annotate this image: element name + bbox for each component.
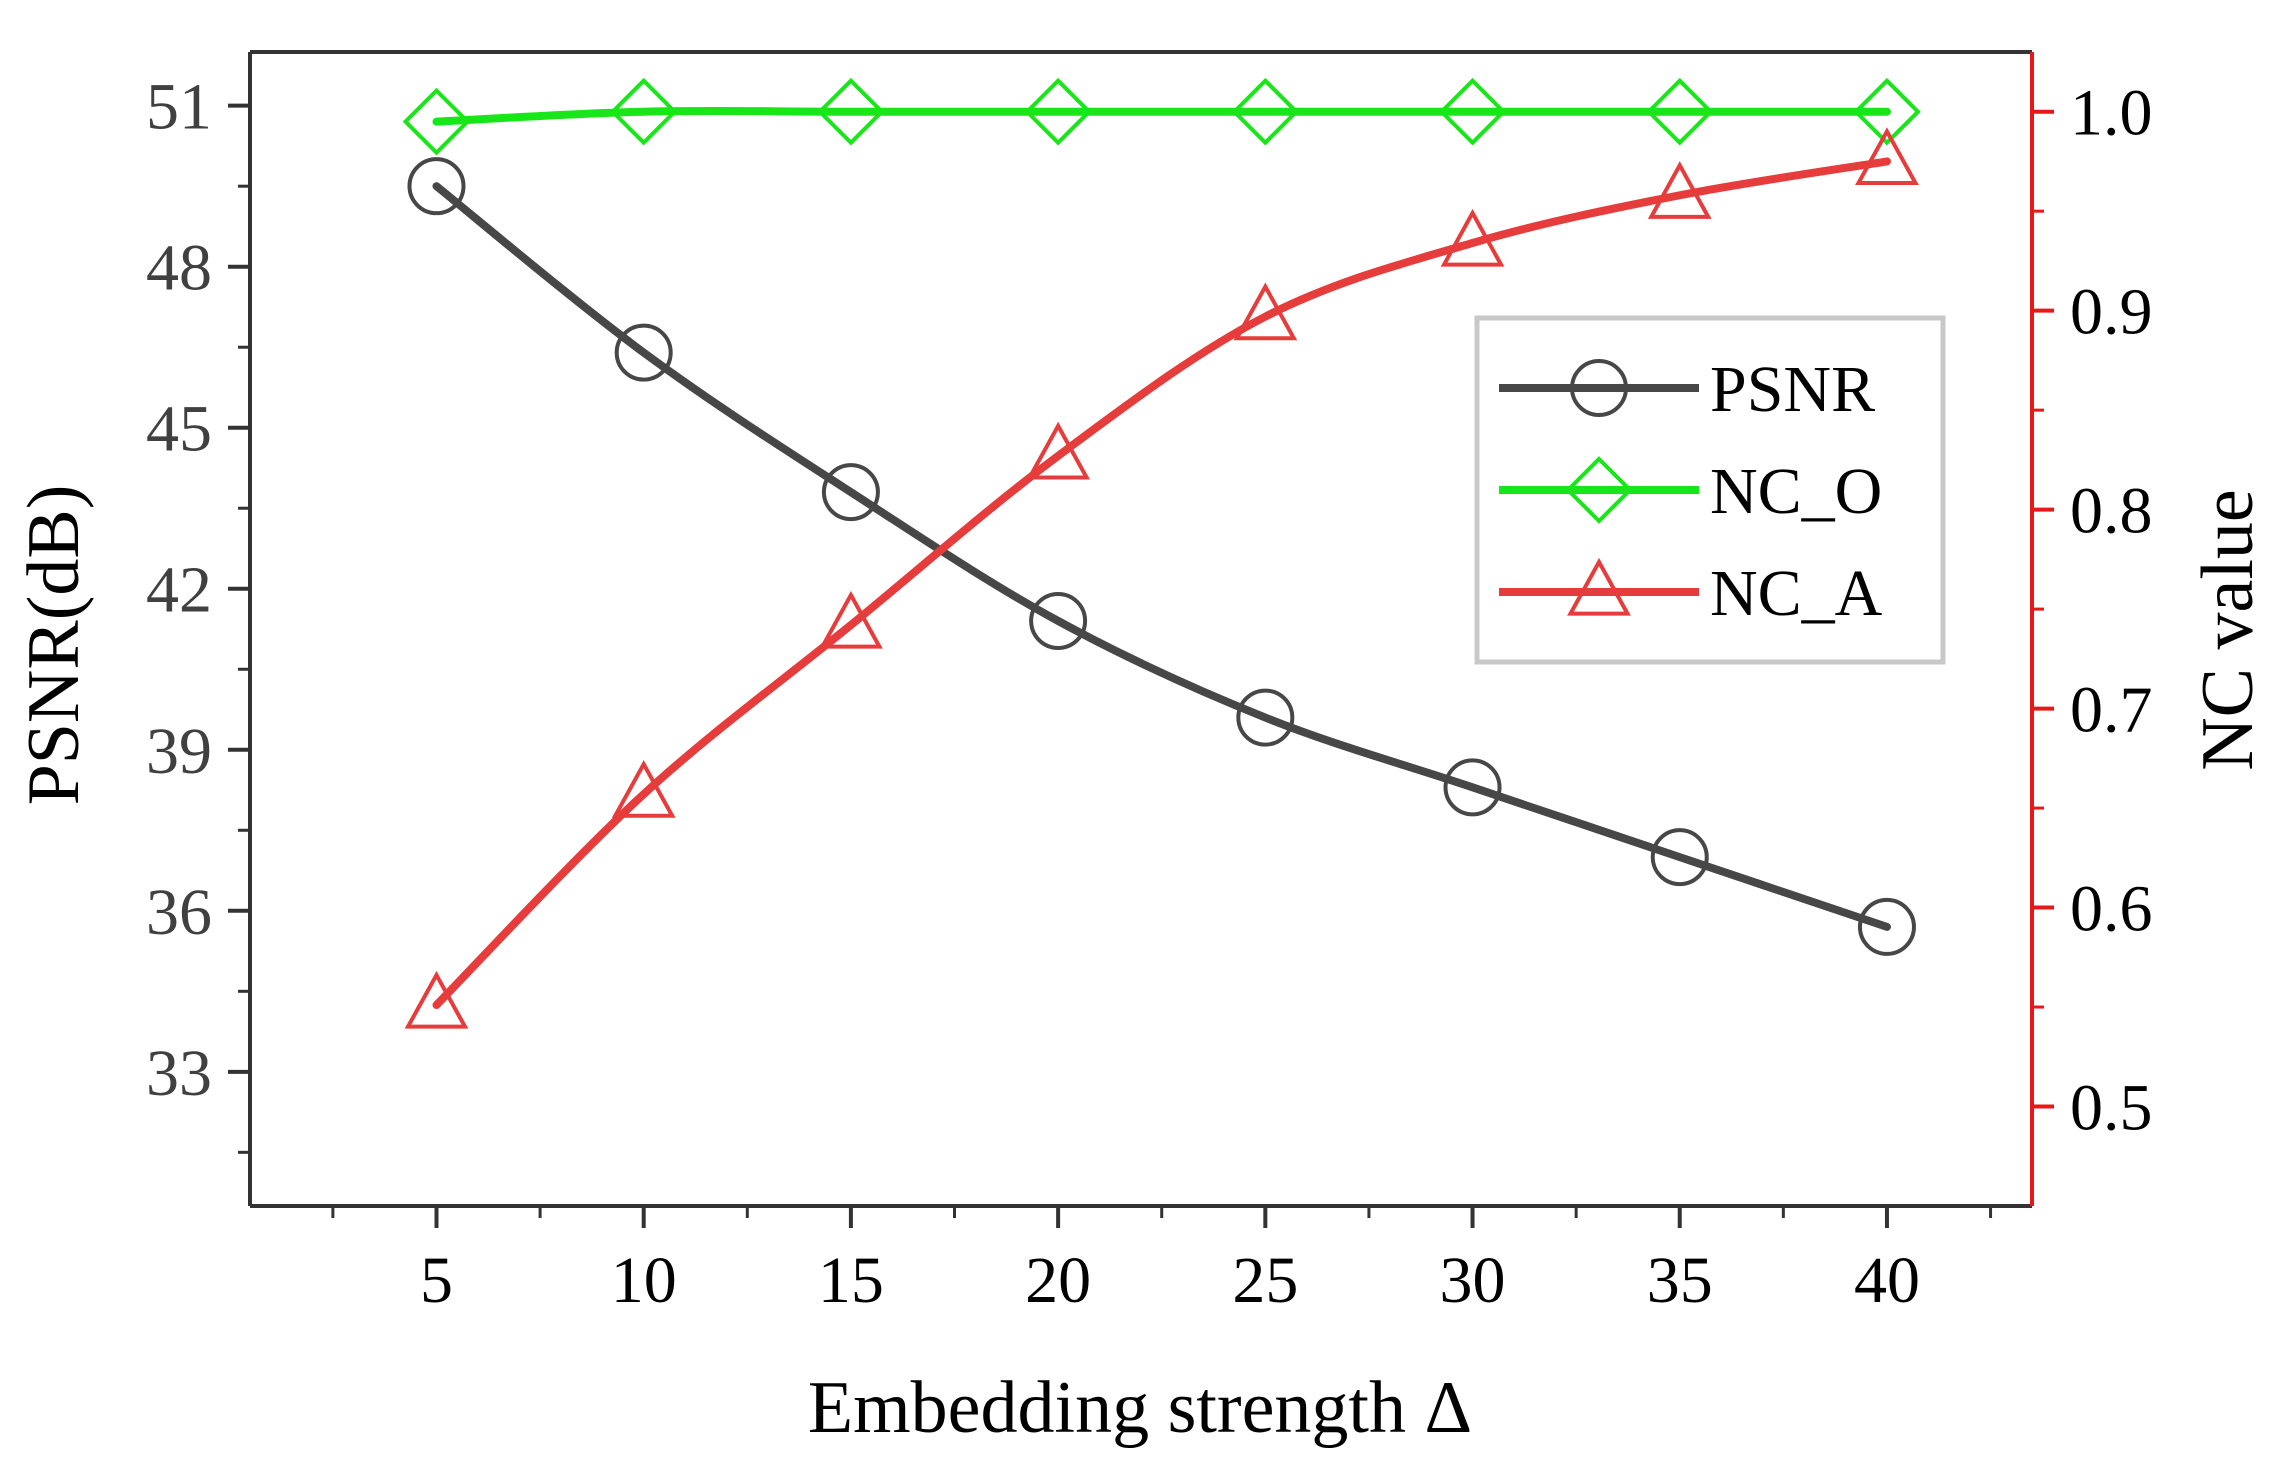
- data-point: [1024, 77, 1092, 146]
- series-line: [432, 182, 1891, 931]
- legend-label: NC_A: [1710, 557, 1883, 630]
- data-point: [1438, 77, 1507, 146]
- axes: 5 10 15 20 25 30 35 40 33 36 39 42 45 48 51 0.5 0.6 0.7 0.…: [146, 50, 2153, 1317]
- data-point: [407, 157, 466, 216]
- y2-tick-label: 0.7: [2070, 674, 2153, 747]
- legend-marker: [1565, 456, 1633, 524]
- x-tick-label: 40: [1854, 1244, 1920, 1317]
- y2-tick-label: 1.0: [2070, 77, 2153, 150]
- data-point: [1857, 897, 1916, 956]
- data-point: [1233, 282, 1298, 341]
- data-point: [1650, 828, 1709, 887]
- x-tick-label: 5: [420, 1244, 453, 1317]
- data-point: [611, 760, 676, 818]
- y2-tick-label: 0.9: [2070, 276, 2153, 349]
- data-point: [1026, 421, 1091, 480]
- y-tick-label: 51: [146, 71, 212, 144]
- y-tick-label: 33: [146, 1037, 212, 1110]
- data-point: [1647, 161, 1712, 219]
- data-point: [1855, 127, 1919, 186]
- x-tick-label: 10: [611, 1244, 677, 1317]
- y-tick-label: 36: [146, 876, 212, 949]
- y2-tick-label: 0.6: [2070, 873, 2153, 946]
- legend: PSNR NC_O NC_A: [1474, 315, 1946, 665]
- x-tick-label: 25: [1232, 1244, 1298, 1317]
- series-nc-o: [402, 77, 1921, 156]
- data-point: [1029, 591, 1088, 650]
- data-point: [1236, 688, 1295, 747]
- legend-marker: [1567, 557, 1631, 616]
- legend-label: NC_O: [1710, 455, 1882, 528]
- data-point: [1440, 208, 1505, 267]
- y2-tick-label: 0.8: [2070, 475, 2153, 548]
- data-point: [1231, 77, 1300, 146]
- legend-label: PSNR: [1710, 353, 1875, 426]
- y2-tick-label: 0.5: [2070, 1072, 2153, 1145]
- y2-axis-title: NC value: [2187, 489, 2269, 771]
- legend-marker: [1570, 359, 1628, 417]
- data-point: [404, 970, 469, 1029]
- data-point: [1443, 758, 1502, 817]
- data-point: [1645, 77, 1714, 146]
- series-layer: [402, 77, 1921, 1029]
- x-tick-label: 30: [1440, 1244, 1506, 1317]
- data-point: [819, 590, 883, 649]
- data-point: [817, 77, 885, 146]
- y-tick-label: 45: [146, 393, 212, 466]
- series-line: [432, 106, 1891, 126]
- data-point: [821, 463, 880, 522]
- data-point: [402, 87, 471, 156]
- x-tick-label: 35: [1647, 1244, 1713, 1317]
- x-tick-label: 15: [818, 1244, 884, 1317]
- y-tick-label: 48: [146, 232, 212, 305]
- series-nc-a: [404, 127, 1919, 1029]
- y-axis-title: PSNR(dB): [13, 485, 95, 806]
- data-point: [614, 323, 673, 382]
- y-tick-label: 42: [146, 554, 212, 627]
- data-point: [609, 77, 678, 146]
- y-tick-label: 39: [146, 715, 212, 788]
- series-psnr: [407, 157, 1916, 956]
- data-point: [1853, 77, 1921, 146]
- x-axis-title: Embedding strength Δ: [808, 1367, 1472, 1449]
- x-tick-label: 20: [1025, 1244, 1091, 1317]
- series-line: [432, 157, 1891, 1010]
